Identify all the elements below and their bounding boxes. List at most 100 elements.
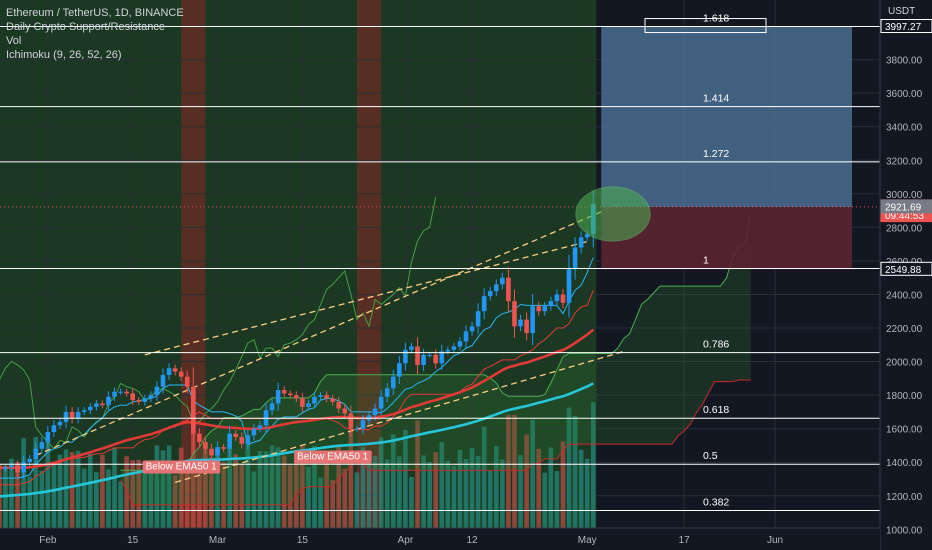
candle-body: [384, 388, 390, 397]
legend-symbol[interactable]: Ethereum / TetherUS, 1D, BINANCE: [6, 7, 184, 19]
legend-indicator-ichimoku[interactable]: Ichimoku (9, 26, 52, 26): [6, 49, 122, 61]
annotation-label: Below EMA50 1: [297, 451, 369, 462]
volume-bar: [342, 469, 348, 528]
volume-bar: [524, 434, 529, 528]
annotation-badge: [294, 450, 372, 464]
y-tick-label: 3000.00: [886, 190, 923, 201]
candle-body: [530, 306, 535, 334]
candle-body: [112, 391, 117, 397]
candle-body: [500, 277, 505, 285]
volume-bar: [330, 480, 335, 528]
volume-bar: [45, 437, 51, 528]
volume-bar: [530, 419, 535, 528]
chart-legend: Ethereum / TetherUS, 1D, BINANCE Daily C…: [6, 6, 184, 62]
x-tick-label: Jun: [767, 535, 783, 546]
volume-bar: [378, 437, 384, 528]
volume-bar: [433, 452, 438, 528]
candle-body: [15, 465, 20, 473]
candle-body: [154, 386, 160, 396]
legend-indicator-volume[interactable]: Vol: [6, 35, 22, 47]
candle-body: [51, 425, 57, 433]
x-tick-label: Mar: [209, 535, 227, 546]
volume-bar: [457, 449, 463, 528]
candle-body: [300, 398, 305, 407]
candle-body: [415, 346, 420, 365]
candle-body: [130, 393, 135, 401]
volume-bar: [445, 460, 451, 528]
fib-label: 0.382: [703, 497, 729, 509]
volume-bar: [415, 420, 420, 528]
volume-bar: [51, 463, 57, 528]
candle-body: [45, 432, 51, 443]
y-tick-label: 1000.00: [886, 525, 923, 536]
candle-body: [342, 408, 348, 414]
volume-bar: [578, 449, 584, 528]
volume-bar: [239, 464, 245, 528]
candle-body: [251, 428, 257, 436]
ichimoku-cloud: [120, 213, 751, 505]
candle-body: [506, 277, 511, 302]
price-axis-tag-label: 2921.69: [885, 202, 922, 213]
candle-body: [21, 462, 26, 473]
volume-bar: [506, 414, 511, 528]
volume-bar: [100, 454, 105, 528]
volume-bar: [366, 455, 372, 528]
candle-body: [366, 415, 372, 421]
candle-body: [475, 311, 481, 327]
volume-bar: [227, 439, 232, 528]
candle-body: [233, 433, 239, 438]
legend-indicator-support-resistance[interactable]: Daily Crypto Support/Resistance: [6, 21, 165, 33]
y-tick-label: 3600.00: [886, 89, 923, 100]
ma-slow-line: [0, 382, 594, 498]
volume-bar: [306, 466, 311, 528]
candle-body: [227, 433, 232, 449]
volume-bar: [354, 472, 360, 528]
candle-body: [487, 291, 493, 297]
candle-body: [81, 410, 87, 412]
x-tick-label: 15: [297, 535, 309, 546]
y-tick-label: 1600.00: [886, 425, 923, 436]
candle-body: [178, 371, 184, 377]
volume-bar: [87, 453, 93, 528]
x-tick-label: 17: [679, 535, 691, 546]
candle-body: [287, 393, 293, 396]
candle-body: [87, 406, 93, 411]
volume-bar: [475, 456, 481, 528]
price-axis-tag-label: 3997.27: [885, 22, 922, 33]
y-tick-label: 1800.00: [886, 391, 923, 402]
fib-label: 1.414: [703, 93, 729, 105]
price-axis-tag: [880, 19, 932, 34]
volume-bar: [154, 445, 160, 528]
ichimoku-span-a: [120, 213, 752, 471]
volume-bar: [560, 441, 566, 528]
volume-bar: [566, 407, 572, 528]
candle-body: [421, 354, 426, 365]
target-zone[interactable]: [601, 26, 852, 208]
candle-body: [63, 411, 69, 422]
volume-bar: [403, 430, 408, 528]
volume-bar: [142, 460, 148, 528]
candle-body: [433, 354, 438, 364]
volume-bar: [233, 454, 239, 528]
time-axis[interactable]: [0, 528, 880, 550]
candle-body: [124, 391, 129, 394]
ichimoku-span-b: [120, 379, 751, 506]
volume-bar: [439, 442, 445, 528]
volume-bar: [112, 447, 117, 528]
candle-body: [197, 433, 202, 443]
candle-body: [294, 395, 299, 399]
candle-body: [306, 403, 311, 407]
volume-bar: [106, 469, 111, 528]
candle-body: [512, 301, 517, 327]
candle-body: [378, 396, 384, 409]
volume-bar: [184, 464, 190, 528]
candle-body: [330, 398, 335, 402]
candle-body: [463, 331, 469, 342]
volume-bar: [172, 475, 178, 528]
volume-bar: [9, 458, 14, 528]
candle-body: [360, 420, 366, 429]
candle-body: [269, 403, 275, 411]
volume-bar: [469, 447, 475, 528]
